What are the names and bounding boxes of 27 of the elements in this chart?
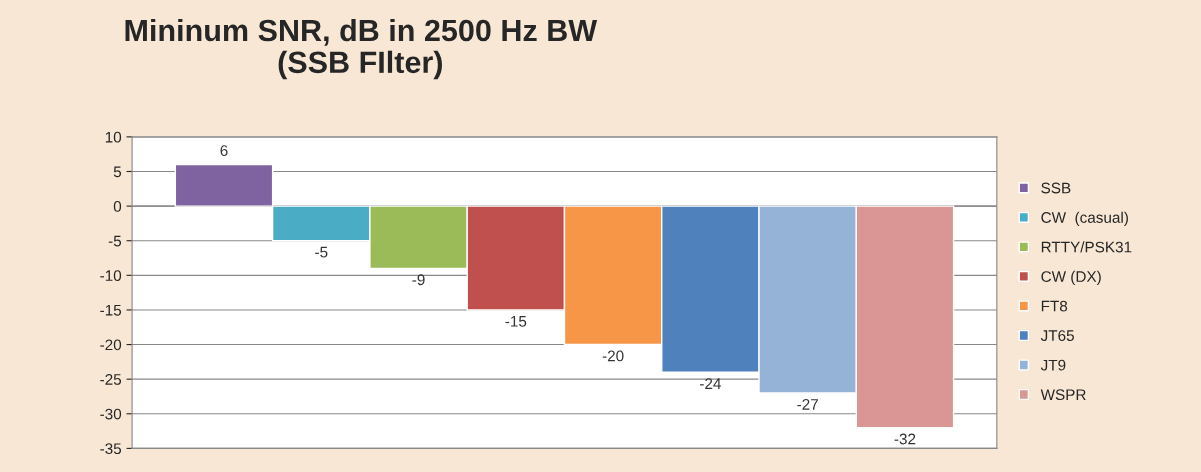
data-label: -5 [315,246,328,258]
y-tick-label: -20 [100,339,122,351]
y-tick-label: -25 [100,374,122,385]
legend-label: JT9 [1040,359,1066,371]
y-tick-label: 10 [105,131,122,143]
legend-label: WSPR [1040,389,1086,401]
y-tick-label: -10 [100,270,122,282]
data-label: 6 [220,145,228,156]
y-tick-label: 5 [113,166,122,178]
y-tick-label: -35 [100,443,122,455]
data-label: -15 [505,316,527,327]
data-label: -20 [602,350,624,362]
legend-label: CW (DX) [1041,270,1101,285]
legend-label: SSB [1041,182,1071,194]
data-label: -27 [797,398,818,410]
chart-title: Mininum SNR, dB in 2500 Hz BW (SSB FIlter) [125,18,598,80]
data-label: -9 [412,274,425,286]
data-label: -32 [894,433,916,445]
y-tick-label: -15 [100,304,122,316]
legend-label: JT65 [1040,330,1074,342]
legend-label: CW (casual) [1041,211,1128,226]
legend-label: FT8 [1041,300,1068,312]
y-tick-label: 0 [113,200,122,212]
data-label: -24 [700,378,721,389]
y-tick-label: -30 [100,408,122,420]
legend-label: RTTY/PSK31 [1041,241,1132,253]
y-tick-label: -5 [108,235,122,247]
